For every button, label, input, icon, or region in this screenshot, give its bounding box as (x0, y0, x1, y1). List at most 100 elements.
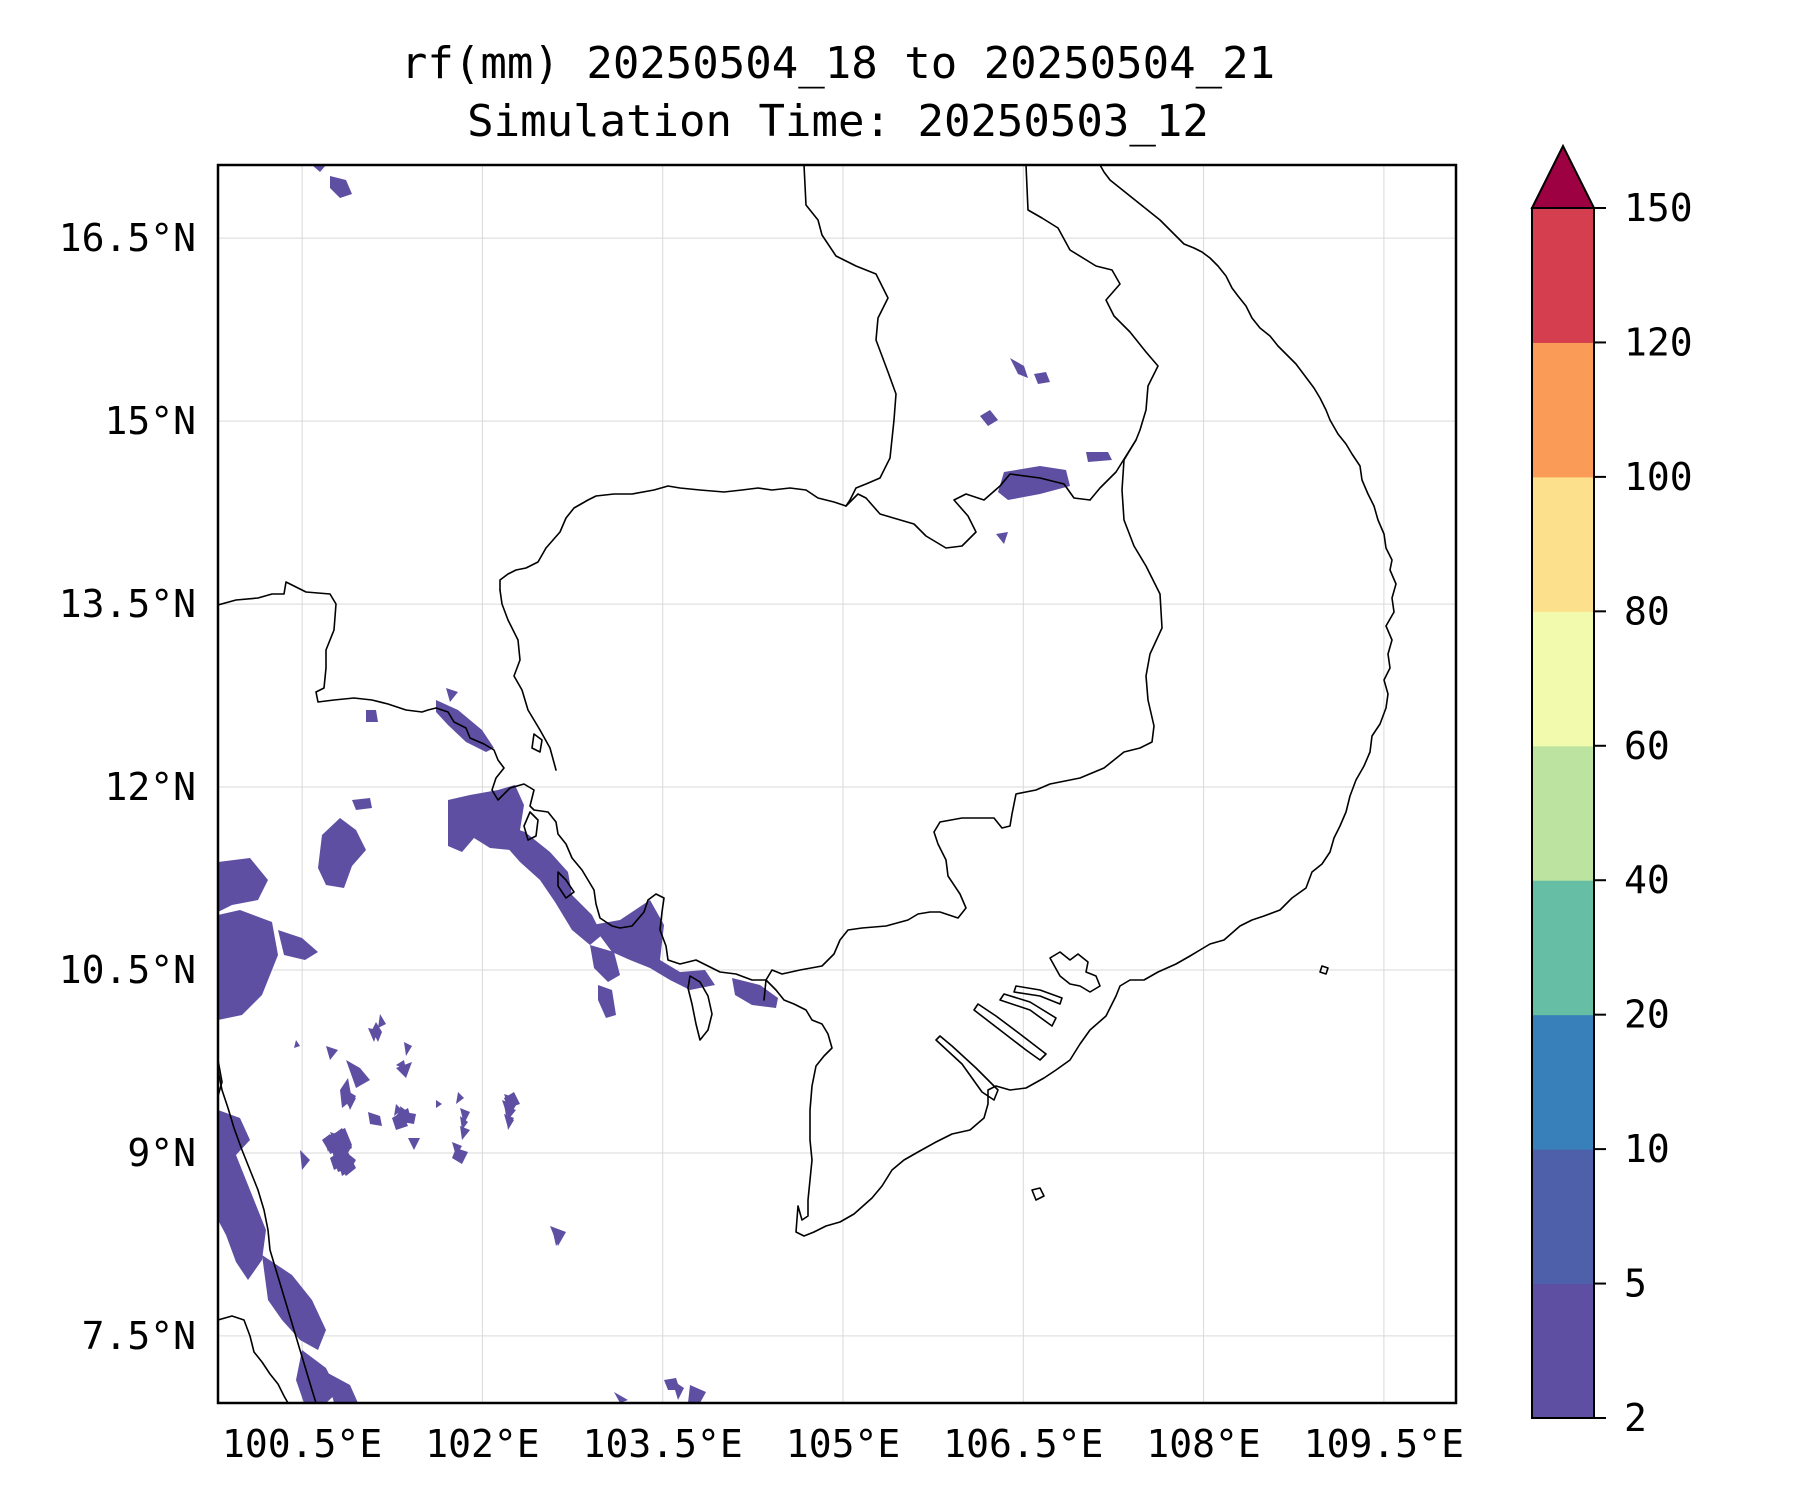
colorbar-tick-label: 40 (1624, 858, 1670, 902)
colorbar-segment (1532, 476, 1594, 612)
latitude-tick-label: 13.5°N (59, 582, 196, 626)
rainfall-shading-2-5mm (218, 165, 1112, 1403)
rain-patch (344, 1092, 354, 1106)
latitude-tick-label: 12°N (104, 765, 196, 809)
rain-patch (218, 858, 268, 912)
colorbar: 2 5 10 20 40 60 80 100 120 150 (1530, 143, 1693, 1440)
longitude-tick-label: 100.5°E (222, 1422, 382, 1466)
laos-vietnam-border (1025, 165, 1159, 501)
saigon-estuary (1049, 951, 1101, 993)
latitude-tick-label: 10.5°N (59, 948, 196, 992)
longitude-tick-label: 102°E (425, 1422, 539, 1466)
rain-patch (368, 1112, 382, 1126)
rain-patch (392, 1112, 408, 1130)
cambodia-vietnam-border (763, 439, 1163, 1001)
rain-patch (396, 1062, 412, 1078)
rain-patch (592, 900, 715, 990)
rain-patch (1034, 372, 1050, 384)
rain-patch (330, 1132, 342, 1146)
rain-patch (312, 165, 326, 172)
rain-patch (326, 1372, 358, 1403)
tonle-sap-coast-detail (557, 871, 575, 899)
colorbar-tick-label: 120 (1624, 320, 1693, 364)
rain-patch (346, 1060, 370, 1088)
colorbar-segment (1532, 611, 1594, 747)
colorbar-segment (1532, 208, 1594, 343)
rain-patch (294, 1040, 300, 1048)
map-title-line1: rf(mm) 20250504_18 to 20250504_21 (401, 38, 1275, 89)
rain-patch (688, 1385, 706, 1403)
rain-patch (456, 1092, 464, 1104)
rain-patch (505, 825, 602, 945)
coastlines-and-borders (218, 165, 1397, 1403)
mekong-delta-channel-4 (1013, 985, 1063, 1005)
rain-patch (590, 945, 620, 982)
rain-patch (732, 978, 778, 1008)
gridlines (218, 165, 1456, 1403)
rain-patch (218, 910, 278, 1020)
colorbar-tick-label: 80 (1624, 589, 1670, 633)
map-frame (216, 163, 1458, 1405)
rain-patch (1086, 452, 1112, 462)
rain-patch (504, 1094, 516, 1110)
mekong-delta-channel-1 (935, 1035, 999, 1101)
rain-patch (366, 710, 378, 722)
thailand-cambodia-border-south (499, 589, 557, 771)
colorbar-segment (1532, 1283, 1594, 1419)
map-background (218, 165, 1456, 1403)
rain-patch (664, 1378, 680, 1390)
rain-patch (460, 1126, 470, 1140)
latitude-tick-labels: 16.5°N 15°N 13.5°N 12°N 10.5°N 9°N 7.5°N (59, 216, 196, 1358)
rain-patch (504, 1104, 512, 1116)
map-title-line2: Simulation Time: 20250503_12 (467, 96, 1209, 147)
rain-patch (614, 1392, 628, 1403)
rain-patch (368, 1028, 378, 1042)
rain-patch (460, 1116, 468, 1130)
longitude-tick-label: 108°E (1146, 1422, 1260, 1466)
phu-quoc-island (687, 975, 713, 1041)
thailand-myanmar-border (218, 581, 437, 713)
rain-patch (324, 1138, 334, 1152)
koh-kong-island (523, 811, 539, 841)
colorbar-extend-triangle (1530, 143, 1596, 209)
myanmar-coast-south (218, 1059, 223, 1097)
colorbar-outline (1531, 207, 1595, 1419)
koh-chang-island (531, 733, 543, 753)
longitude-tick-label: 109.5°E (1304, 1422, 1464, 1466)
colorbar-segment (1532, 745, 1594, 881)
colorbar-tick-label: 5 (1624, 1262, 1647, 1306)
rain-patch (446, 688, 458, 702)
colorbar-segment (1532, 1014, 1594, 1150)
con-dao-island (1031, 1187, 1045, 1201)
longitude-tick-label: 105°E (786, 1422, 900, 1466)
malay-peninsula-coast (218, 1069, 317, 1403)
malay-peninsula-west (218, 1315, 289, 1403)
colorbar-segment (1532, 342, 1594, 478)
rain-patch (336, 1144, 350, 1162)
rain-patch (404, 1042, 412, 1056)
rain-patch (408, 1138, 420, 1150)
rain-patch (460, 1108, 470, 1124)
colorbar-tick-label: 60 (1624, 724, 1670, 768)
colorbar-segment (1532, 1149, 1594, 1285)
rain-patch (278, 930, 318, 960)
rain-patch (330, 176, 352, 198)
rain-patch (1010, 358, 1028, 378)
mekong-delta-channel-3 (999, 993, 1057, 1027)
colorbar-segment (1532, 880, 1594, 1016)
longitude-tick-label: 106.5°E (943, 1422, 1103, 1466)
rain-patch (218, 1110, 266, 1280)
rain-patch (436, 1100, 442, 1108)
rain-patch (326, 1046, 338, 1060)
thailand-laos-border (803, 165, 897, 507)
rain-patch (598, 985, 616, 1018)
latitude-tick-label: 9°N (127, 1131, 196, 1175)
rain-patch (296, 1350, 338, 1403)
colorbar-tick-label: 20 (1624, 993, 1670, 1037)
rain-patch (378, 1014, 386, 1028)
colorbar-tick-label: 150 (1624, 186, 1693, 230)
rain-patch (452, 1142, 462, 1156)
rain-patch (334, 840, 352, 862)
map-area: 100.5°E 102°E 103.5°E 105°E 106.5°E 108°E 109.… (59, 163, 1464, 1466)
